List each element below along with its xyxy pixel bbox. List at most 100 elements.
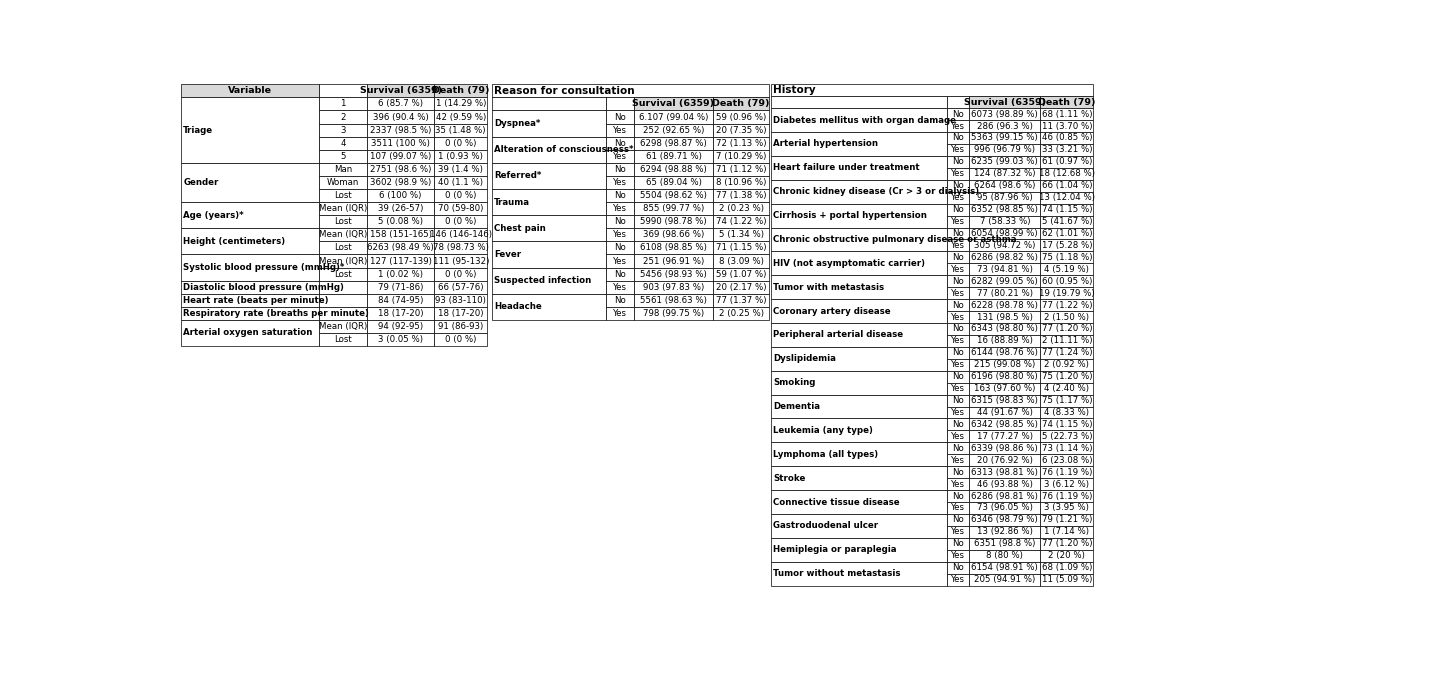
- Bar: [435, 150, 486, 163]
- Bar: [633, 307, 713, 320]
- Bar: [435, 215, 486, 228]
- Bar: [947, 108, 969, 120]
- Bar: [969, 108, 1040, 120]
- Text: 77 (1.37 %): 77 (1.37 %): [716, 296, 766, 305]
- Bar: [607, 189, 633, 202]
- Bar: [1040, 383, 1093, 395]
- Bar: [633, 215, 713, 228]
- Bar: [713, 163, 769, 176]
- Bar: [947, 550, 969, 562]
- Bar: [713, 228, 769, 242]
- Bar: [435, 307, 486, 320]
- Text: 5: 5: [340, 152, 346, 161]
- Bar: [633, 97, 713, 111]
- Text: Death (79): Death (79): [1038, 97, 1095, 106]
- Bar: [947, 502, 969, 514]
- Text: 46 (0.85 %): 46 (0.85 %): [1042, 134, 1092, 143]
- Bar: [607, 255, 633, 267]
- Text: No: No: [953, 563, 964, 572]
- Bar: [969, 204, 1040, 216]
- Bar: [1040, 490, 1093, 502]
- Text: 5 (1.34 %): 5 (1.34 %): [719, 230, 763, 239]
- Text: 251 (96.91 %): 251 (96.91 %): [643, 257, 705, 265]
- Text: No: No: [953, 205, 964, 214]
- Bar: [771, 347, 947, 371]
- Text: 4: 4: [340, 139, 346, 148]
- Text: 70 (59-80): 70 (59-80): [438, 204, 484, 213]
- Text: Death (79): Death (79): [432, 86, 489, 95]
- Bar: [969, 120, 1040, 132]
- Bar: [319, 202, 367, 215]
- Bar: [319, 333, 367, 346]
- Bar: [771, 538, 947, 562]
- Text: 396 (90.4 %): 396 (90.4 %): [373, 113, 429, 122]
- Text: 6228 (98.78 %): 6228 (98.78 %): [971, 301, 1038, 310]
- Text: Yes: Yes: [613, 204, 627, 213]
- Bar: [319, 189, 367, 202]
- Bar: [947, 180, 969, 191]
- Bar: [947, 454, 969, 466]
- Text: No: No: [614, 217, 626, 226]
- Text: 79 (1.21 %): 79 (1.21 %): [1042, 516, 1092, 524]
- Text: 73 (1.14 %): 73 (1.14 %): [1042, 444, 1092, 453]
- Text: 1 (0.93 %): 1 (0.93 %): [438, 152, 484, 161]
- Text: No: No: [953, 539, 964, 548]
- Text: Yes: Yes: [951, 264, 966, 274]
- Text: Lost: Lost: [334, 335, 352, 344]
- Bar: [1040, 478, 1093, 490]
- Bar: [607, 150, 633, 163]
- Text: 73 (96.05 %): 73 (96.05 %): [977, 503, 1033, 512]
- Bar: [607, 294, 633, 307]
- Text: Suspected infection: Suspected infection: [494, 276, 591, 285]
- Text: Tumor with metastasis: Tumor with metastasis: [773, 283, 884, 292]
- Text: 6 (23.08 %): 6 (23.08 %): [1042, 456, 1092, 465]
- Text: 369 (98.66 %): 369 (98.66 %): [643, 230, 705, 239]
- Bar: [969, 251, 1040, 263]
- Bar: [633, 228, 713, 242]
- Text: 73 (94.81 %): 73 (94.81 %): [977, 264, 1033, 274]
- Bar: [969, 287, 1040, 299]
- Bar: [367, 202, 435, 215]
- Bar: [969, 144, 1040, 156]
- Bar: [633, 189, 713, 202]
- Text: 61 (89.71 %): 61 (89.71 %): [646, 152, 702, 161]
- Text: 3 (3.95 %): 3 (3.95 %): [1045, 503, 1089, 512]
- Bar: [492, 267, 607, 294]
- Text: Connective tissue disease: Connective tissue disease: [773, 498, 900, 507]
- Bar: [607, 111, 633, 124]
- Bar: [1040, 263, 1093, 275]
- Bar: [319, 215, 367, 228]
- Bar: [947, 287, 969, 299]
- Bar: [492, 189, 607, 215]
- Bar: [1040, 430, 1093, 443]
- Bar: [713, 176, 769, 189]
- Bar: [1040, 443, 1093, 454]
- Text: Yes: Yes: [951, 336, 966, 345]
- Bar: [1040, 550, 1093, 562]
- Bar: [607, 176, 633, 189]
- Bar: [319, 255, 367, 267]
- Text: No: No: [953, 134, 964, 143]
- Text: Diabetes mellitus with organ damage: Diabetes mellitus with organ damage: [773, 116, 956, 125]
- Bar: [1040, 311, 1093, 323]
- Text: Yes: Yes: [951, 313, 966, 322]
- Bar: [947, 526, 969, 538]
- Bar: [367, 136, 435, 150]
- Text: 205 (94.91 %): 205 (94.91 %): [974, 575, 1036, 584]
- Bar: [1040, 574, 1093, 585]
- Text: Mean (IQR): Mean (IQR): [319, 322, 367, 331]
- Bar: [969, 323, 1040, 335]
- Bar: [713, 294, 769, 307]
- Bar: [1040, 132, 1093, 144]
- Text: 6339 (98.86 %): 6339 (98.86 %): [971, 444, 1038, 453]
- Bar: [947, 490, 969, 502]
- Text: Lost: Lost: [334, 191, 352, 200]
- Text: 2 (0.25 %): 2 (0.25 %): [719, 309, 763, 318]
- Bar: [947, 239, 969, 251]
- Text: No: No: [614, 113, 626, 122]
- Text: 3511 (100 %): 3511 (100 %): [372, 139, 430, 148]
- Bar: [633, 294, 713, 307]
- Bar: [1040, 275, 1093, 287]
- Text: 60 (0.95 %): 60 (0.95 %): [1042, 277, 1092, 286]
- Bar: [492, 111, 607, 136]
